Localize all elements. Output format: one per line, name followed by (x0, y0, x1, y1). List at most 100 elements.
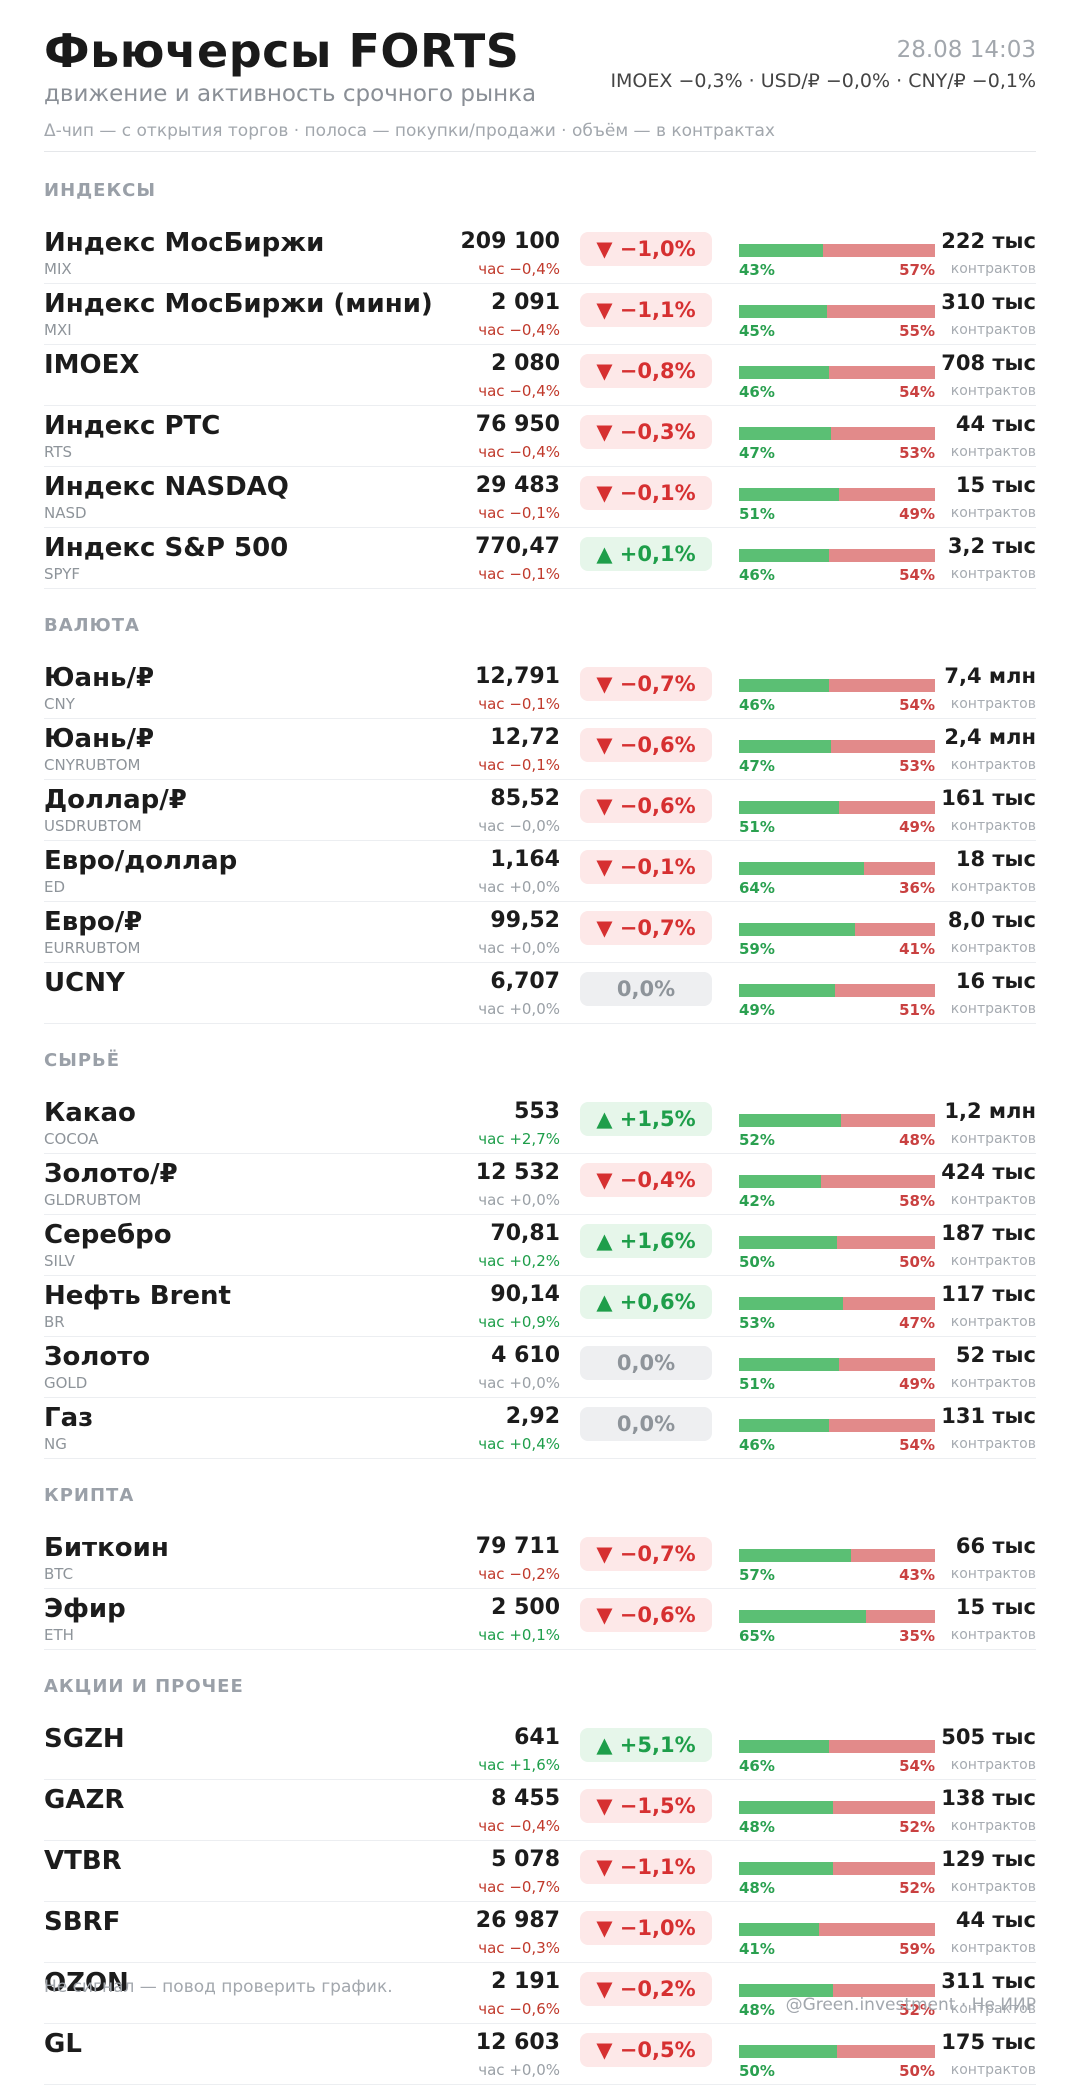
volume: 44 тыс (955, 412, 1036, 436)
buy-percent: 46% (739, 1757, 775, 1775)
instrument-row[interactable]: Биткоин BTC 79 711 час −0,2% ▼ −0,7% 57% 43% 66… (44, 1529, 1036, 1589)
buy-share-fill (739, 1862, 834, 1875)
buy-share-fill (739, 862, 865, 875)
buy-sell-bar (739, 801, 935, 814)
buy-percent: 50% (739, 1253, 775, 1271)
hourly-change: час −0,2% (478, 1565, 560, 1583)
instrument-row[interactable]: Газ NG 2,92 час +0,4% 0,0% 46% 54% 131 тыс контр… (44, 1399, 1036, 1459)
instrument-code: CNY (44, 695, 75, 713)
instrument-row[interactable]: Юань/₽ CNYRUBTOM 12,72 час −0,1% ▼ −0,6% 47% 5… (44, 720, 1036, 780)
instrument-sections: ИНДЕКСЫ Индекс МосБиржи MIX 209 100 час −0,4… (44, 174, 1036, 2085)
volume: 3,2 тыс (947, 534, 1036, 558)
buy-share-fill (739, 427, 832, 440)
instrument-row[interactable]: Индекс РТС RTS 76 950 час −0,4% ▼ −0,3% 47% 53… (44, 407, 1036, 467)
instrument-row[interactable]: Индекс NASDAQ NASD 29 483 час −0,1% ▼ −0,1% 5… (44, 468, 1036, 528)
buy-percent: 46% (739, 1436, 775, 1454)
section-0: ИНДЕКСЫ Индекс МосБиржи MIX 209 100 час −0,4… (44, 174, 1036, 589)
volume: 44 тыс (955, 1908, 1036, 1932)
volume-unit: контрактов (950, 444, 1036, 460)
last-price: 70,81 (490, 1221, 560, 1246)
buy-share-fill (739, 366, 830, 379)
section-title: КРИПТА (44, 1485, 135, 1506)
daily-change-chip: ▼ −1,1% (580, 293, 712, 327)
daily-change-chip: ▼ −0,6% (580, 728, 712, 762)
instrument-row[interactable]: Евро/₽ EURRUBTOM 99,52 час +0,0% ▼ −0,7% 59% 4… (44, 903, 1036, 963)
last-price: 85,52 (490, 786, 560, 811)
instrument-row[interactable]: Юань/₽ CNY 12,791 час −0,1% ▼ −0,7% 46% 54% 7,4… (44, 659, 1036, 719)
hourly-change: час −0,1% (478, 695, 560, 713)
instrument-row[interactable]: Евро/доллар ED 1,164 час +0,0% ▼ −0,1% 64% 36%… (44, 842, 1036, 902)
instrument-row[interactable]: Доллар/₽ USDRUBTOM 85,52 час −0,0% ▼ −0,6% 51… (44, 781, 1036, 841)
buy-sell-bar (739, 1358, 935, 1371)
sell-percent: 48% (899, 1131, 935, 1149)
instrument-row[interactable]: Индекс МосБиржи (мини) MXI 2 091 час −0,4% ▼… (44, 285, 1036, 345)
last-price: 2 500 (491, 1595, 560, 1620)
daily-change-chip: ▼ −0,1% (580, 476, 712, 510)
buy-sell-bar (739, 244, 935, 257)
buy-sell-bar (739, 984, 935, 997)
last-price: 26 987 (475, 1908, 560, 1933)
last-price: 79 711 (475, 1534, 560, 1559)
volume-unit: контрактов (950, 505, 1036, 521)
hourly-change: час +0,2% (478, 1252, 560, 1270)
instrument-row[interactable]: OZON 2 191 час −0,6% ▼ −0,2% 48% 52% 311 тыс ко… (44, 1964, 1036, 2024)
volume-unit: контрактов (950, 1436, 1036, 1452)
instrument-row[interactable]: UCNY 6,707 час +0,0% 0,0% 49% 51% 16 тыс контра… (44, 964, 1036, 1024)
instrument-row[interactable]: Серебро SILV 70,81 час +0,2% ▲ +1,6% 50% 50% 18… (44, 1216, 1036, 1276)
volume-unit: контрактов (950, 1940, 1036, 1956)
hourly-change: час +0,0% (478, 1374, 560, 1392)
instrument-row[interactable]: VTBR 5 078 час −0,7% ▼ −1,1% 48% 52% 129 тыс ко… (44, 1842, 1036, 1902)
instrument-code: BR (44, 1313, 65, 1331)
daily-change-chip: ▼ −1,0% (580, 232, 712, 266)
daily-change-chip: ▼ −0,7% (580, 911, 712, 945)
volume: 708 тыс (941, 351, 1036, 375)
instrument-row[interactable]: IMOEX 2 080 час −0,4% ▼ −0,8% 46% 54% 708 тыс к… (44, 346, 1036, 406)
instrument-row[interactable]: SBRF 26 987 час −0,3% ▼ −1,0% 41% 59% 44 тыс ко… (44, 1903, 1036, 1963)
last-price: 90,14 (490, 1282, 560, 1307)
sell-percent: 47% (899, 1314, 935, 1332)
footer-note: Не сигнал — повод проверить график. (44, 1977, 393, 1997)
volume: 7,4 млн (944, 664, 1036, 688)
last-price: 29 483 (475, 473, 560, 498)
buy-percent: 46% (739, 696, 775, 714)
last-price: 2,92 (505, 1404, 560, 1429)
daily-change-chip: ▼ −0,7% (580, 667, 712, 701)
volume: 15 тыс (955, 1595, 1036, 1619)
buy-share-fill (739, 1740, 830, 1753)
instrument-row[interactable]: GL 12 603 час +0,0% ▼ −0,5% 50% 50% 175 тыс кон… (44, 2025, 1036, 2085)
buy-percent: 47% (739, 444, 775, 462)
daily-change-chip: ▲ +1,6% (580, 1224, 712, 1258)
instrument-row[interactable]: Индекс S&P 500 SPYF 770,47 час −0,1% ▲ +0,1%… (44, 529, 1036, 589)
last-price: 12,72 (490, 725, 560, 750)
buy-sell-bar (739, 305, 935, 318)
buy-percent: 42% (739, 1192, 775, 1210)
instrument-row[interactable]: SGZH 641 час +1,6% ▲ +5,1% 46% 54% 505 тыс конт… (44, 1720, 1036, 1780)
instrument-code: BTC (44, 1565, 74, 1583)
instrument-code: NG (44, 1435, 67, 1453)
volume-unit: контрактов (950, 383, 1036, 399)
instrument-code: SPYF (44, 565, 81, 583)
instrument-row[interactable]: Эфир ETH 2 500 час +0,1% ▼ −0,6% 65% 35% 15 тыс… (44, 1590, 1036, 1650)
volume-unit: контрактов (950, 1627, 1036, 1643)
buy-share-fill (739, 244, 824, 257)
daily-change-chip: ▼ −0,1% (580, 850, 712, 884)
sell-percent: 53% (899, 444, 935, 462)
instrument-row[interactable]: GAZR 8 455 час −0,4% ▼ −1,5% 48% 52% 138 тыс ко… (44, 1781, 1036, 1841)
buy-sell-bar (739, 2045, 935, 2058)
volume-unit: контрактов (950, 566, 1036, 582)
instrument-row[interactable]: Какао COCOA 553 час +2,7% ▲ +1,5% 52% 48% 1,2 м… (44, 1094, 1036, 1154)
instrument-row[interactable]: Индекс МосБиржи MIX 209 100 час −0,4% ▼ −1,0… (44, 224, 1036, 284)
sell-percent: 54% (899, 696, 935, 714)
instrument-name: GAZR (44, 1785, 125, 1815)
instrument-name: Евро/доллар (44, 846, 238, 876)
hourly-change: час −0,4% (478, 382, 560, 400)
hourly-change: час +0,1% (478, 1626, 560, 1644)
instrument-row[interactable]: Золото GOLD 4 610 час +0,0% 0,0% 51% 49% 52 тыс… (44, 1338, 1036, 1398)
instrument-row[interactable]: Нефть Brent BR 90,14 час +0,9% ▲ +0,6% 53% 47%… (44, 1277, 1036, 1337)
buy-share-fill (739, 740, 832, 753)
buy-percent: 51% (739, 818, 775, 836)
last-price: 5 078 (491, 1847, 560, 1872)
last-price: 4 610 (491, 1343, 560, 1368)
instrument-row[interactable]: Золото/₽ GLDRUBTOM 12 532 час +0,0% ▼ −0,4% 4… (44, 1155, 1036, 1215)
buy-share-fill (739, 2045, 837, 2058)
